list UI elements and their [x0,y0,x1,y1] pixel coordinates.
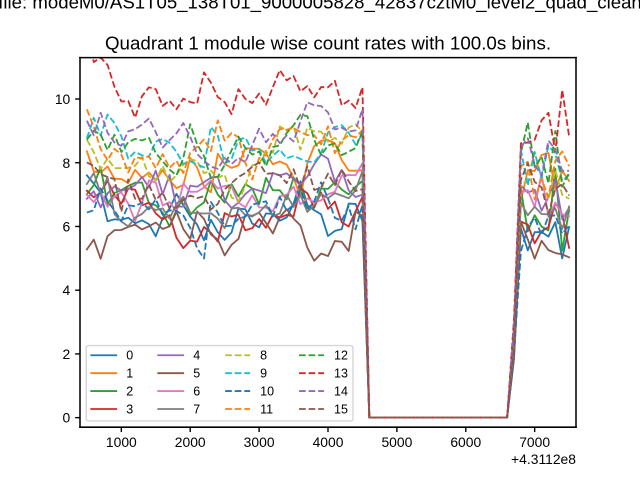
svg-text:13: 13 [334,367,348,381]
svg-text:9: 9 [260,367,267,381]
svg-text:10: 10 [260,384,274,398]
svg-text:6000: 6000 [450,434,481,450]
svg-text:2000: 2000 [175,434,206,450]
svg-text:0: 0 [126,349,133,363]
svg-text:4000: 4000 [313,434,344,450]
svg-text:8: 8 [63,155,71,171]
svg-text:11: 11 [260,402,273,416]
svg-text:8: 8 [260,349,267,363]
svg-text:10: 10 [55,91,71,107]
svg-text:5000: 5000 [381,434,412,450]
svg-text:12: 12 [334,349,348,363]
svg-text:2: 2 [63,346,71,362]
svg-text:5: 5 [193,367,200,381]
svg-text:1: 1 [126,367,133,381]
svg-text:6: 6 [63,219,71,235]
svg-text:4: 4 [193,349,200,363]
svg-text:14: 14 [334,384,348,398]
svg-text:file: modeM0/AS1T05_138T01_900: file: modeM0/AS1T05_138T01_9000005828_42… [0,0,640,14]
svg-text:4: 4 [63,282,71,298]
svg-text:6: 6 [193,384,200,398]
svg-text:7: 7 [193,402,200,416]
svg-text:0: 0 [63,410,71,426]
svg-text:Quadrant 1 module wise count r: Quadrant 1 module wise count rates with … [105,32,551,53]
svg-text:15: 15 [334,402,348,416]
svg-text:7000: 7000 [519,434,550,450]
svg-text:1000: 1000 [106,434,137,450]
svg-text:2: 2 [126,384,133,398]
svg-text:3: 3 [126,402,133,416]
svg-text:3000: 3000 [244,434,275,450]
svg-text:+4.3112e8: +4.3112e8 [511,451,576,467]
